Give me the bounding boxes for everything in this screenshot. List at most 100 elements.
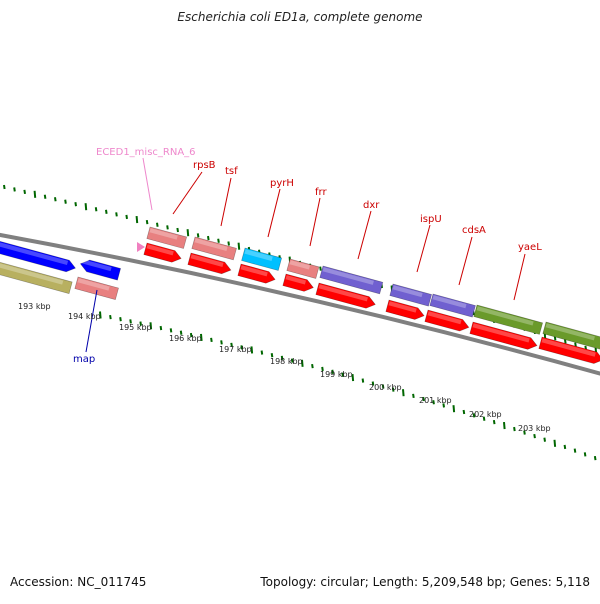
inner-tick: [290, 358, 294, 363]
scale-label: 199 kbp: [320, 370, 353, 379]
outer-tick: [74, 202, 77, 207]
inner-tick: [593, 455, 597, 461]
gene-label: dxr: [363, 200, 380, 211]
inner-tick: [301, 359, 304, 367]
outer-tick: [207, 235, 210, 241]
scale-label: 196 kbp: [169, 334, 202, 343]
feature-blue-upper: [0, 239, 76, 273]
inner-tick: [563, 444, 567, 450]
inner-tick: [260, 350, 264, 355]
inner-tick: [341, 372, 344, 377]
leader-dxr: [357, 210, 372, 260]
leader-map: [85, 289, 98, 353]
outer-tick: [145, 219, 149, 225]
label-leaders: [85, 157, 526, 353]
gene-label: pyrH: [270, 178, 294, 189]
inner-tick: [179, 330, 183, 335]
inner-tick: [331, 369, 334, 374]
inner-tick: [109, 314, 112, 320]
inner-tick: [492, 419, 496, 425]
inner-tick: [240, 345, 243, 350]
leader-rpsB: [172, 171, 203, 215]
outer-tick: [33, 190, 37, 198]
inner-tick: [200, 333, 203, 342]
inner-tick: [583, 452, 587, 457]
outer-tick: [156, 222, 159, 227]
inner-tick: [553, 439, 557, 447]
scale-label: 202 kbp: [469, 410, 502, 419]
outer-tick: [227, 241, 230, 246]
inner-tick: [250, 346, 254, 354]
gene-dxr: [315, 282, 376, 309]
outer-tick: [105, 209, 108, 214]
inner-tick: [412, 393, 415, 398]
gene-ispU: [385, 299, 425, 320]
outer-tick: [13, 187, 16, 192]
outer-tick: [125, 214, 128, 220]
outer-tick: [54, 197, 57, 202]
inner-tick: [361, 378, 365, 383]
outer-tick: [64, 199, 67, 204]
inner-tick: [189, 332, 193, 338]
scale-label: 203 kbp: [518, 424, 551, 433]
genome-summary-text: Topology: circular; Length: 5,209,548 bp…: [260, 575, 590, 589]
inner-tick: [311, 363, 314, 369]
inner-tick: [381, 384, 385, 389]
gene-rpsB: [143, 242, 182, 263]
inner-tick: [482, 416, 486, 421]
feature-blue-map: [79, 259, 121, 281]
outer-tick: [94, 207, 98, 212]
inner-tick: [149, 322, 153, 330]
outer-tick: [319, 266, 322, 271]
inner-tick: [99, 311, 102, 319]
inner-tick: [230, 342, 233, 347]
inner-tick: [129, 319, 132, 324]
backbone-line: [0, 232, 600, 376]
inner-tick: [139, 321, 142, 326]
feature-ispU-top: [389, 283, 432, 307]
inner-tick: [169, 328, 173, 333]
outer-tick: [553, 336, 557, 341]
leader-yaeL: [513, 253, 526, 301]
leader-tsf: [220, 177, 232, 227]
feature-tsf-top: [191, 236, 237, 261]
inner-tick: [543, 437, 546, 442]
outer-tick: [23, 189, 26, 194]
inner-tick: [422, 396, 425, 402]
gene-tsf: [187, 252, 232, 275]
gene-end: [538, 336, 600, 364]
gene-label: frr: [315, 187, 327, 198]
feature-frr-top: [286, 258, 320, 279]
outer-tick: [237, 242, 241, 250]
scale-label: 201 kbp: [419, 396, 452, 405]
map-title: Escherichia coli ED1a, complete genome: [177, 10, 423, 24]
feature-track: [0, 226, 600, 364]
genome-backbone: [0, 232, 600, 376]
feature-green-end: [542, 321, 600, 350]
inner-tick: [472, 413, 476, 418]
gene-label: rpsB: [193, 160, 216, 171]
inner-tick: [523, 430, 526, 435]
gene-labels: ECED1_misc_RNA_6 rpsB tsf pyrH frr dxr ispU cds…: [73, 147, 542, 365]
inner-tick: [442, 403, 445, 408]
gene-label: tsf: [225, 166, 238, 177]
inner-tick: [321, 366, 324, 372]
gene-frr: [282, 273, 314, 292]
feature-dxr-top: [319, 265, 384, 295]
outer-tick: [196, 233, 200, 238]
inner-tick: [159, 325, 163, 331]
leader-frr: [309, 197, 321, 247]
scale-labels: 193 kbp 194 kbp 195 kbp 196 kbp 197 kbp 198 k…: [18, 302, 551, 433]
inner-tick: [432, 400, 435, 405]
scale-label: 200 kbp: [369, 383, 402, 392]
inner-tick: [351, 374, 355, 382]
outer-tick: [115, 212, 118, 217]
leader-pyrH: [267, 188, 281, 238]
inner-tick: [371, 381, 375, 386]
gene-label: map: [73, 354, 95, 365]
outer-tick: [166, 225, 169, 230]
scale-label: 193 kbp: [18, 302, 51, 311]
leader-ispU: [416, 224, 431, 273]
